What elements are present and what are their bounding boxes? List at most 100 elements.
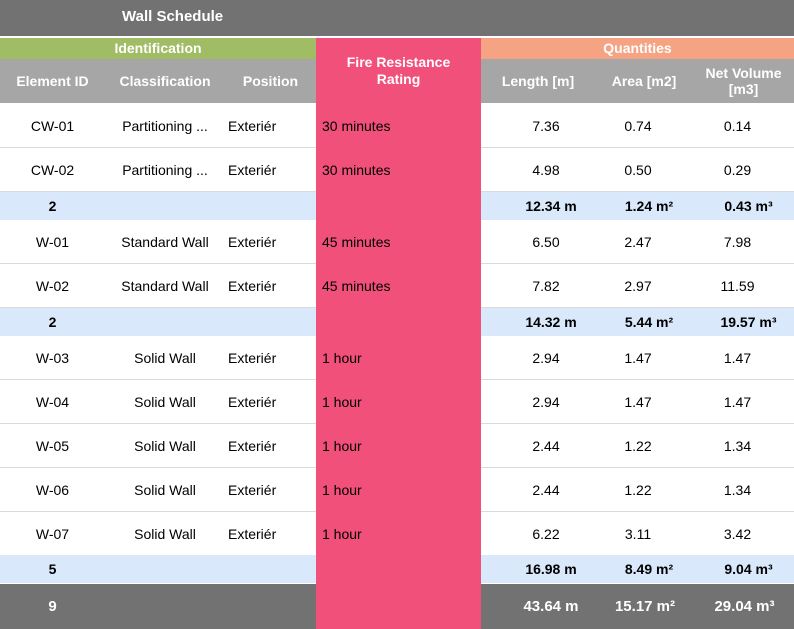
volume-cell: 3.42 (723, 525, 752, 542)
area-total-cell: 1.24 m² (624, 198, 674, 214)
area-total-cell: 8.49 m² (624, 561, 674, 577)
fire-cell-fill (316, 512, 481, 556)
element-id-cell: W-05 (35, 437, 70, 454)
fire-rating-cell: 1 hour (322, 525, 362, 542)
volume-cell: 11.59 (720, 277, 755, 294)
volume-cell: 7.98 (723, 233, 752, 250)
area-cell: 1.22 (624, 481, 652, 498)
position-cell: Exteriér (228, 277, 277, 294)
area-total-cell: 5.44 m² (624, 314, 674, 330)
position-cell: Exteriér (228, 349, 277, 366)
table-row[interactable]: W-07 Solid Wall Exteriér 1 hour 6.22 3.1… (0, 512, 794, 556)
position-cell: Exteriér (228, 481, 277, 498)
length-cell: 2.94 (532, 393, 560, 410)
volume-total-cell: 0.43 m³ (724, 198, 773, 214)
fire-rating-cell: 30 minutes (322, 161, 391, 178)
classification-cell: Standard Wall (121, 233, 209, 250)
fire-cell-fill (316, 220, 481, 264)
group-header-quantities[interactable]: Quantities (481, 38, 794, 59)
position-cell: Exteriér (228, 437, 277, 454)
classification-cell: Solid Wall (134, 393, 196, 410)
column-header-element-id[interactable]: Element ID (16, 73, 89, 89)
volume-grand-total-cell: 29.04 m³ (714, 598, 775, 615)
grand-total-row[interactable]: 9 43.64 m 15.17 m² 29.04 m³ (0, 584, 794, 629)
column-header-classification[interactable]: Classification (119, 73, 211, 89)
element-id-cell: W-01 (35, 233, 70, 250)
table-row[interactable]: CW-01 Partitioning ... Exteriér 30 minut… (0, 104, 794, 148)
subtotal-row[interactable]: 2 12.34 m 1.24 m² 0.43 m³ (0, 192, 794, 220)
area-cell: 2.97 (624, 277, 652, 294)
fire-cell-fill (316, 584, 481, 629)
volume-cell: 1.34 (723, 481, 752, 498)
volume-total-cell: 9.04 m³ (724, 561, 773, 577)
position-cell: Exteriér (228, 525, 277, 542)
fire-cell-fill (316, 380, 481, 424)
fire-header-label: Fire Resistance Rating (346, 53, 451, 87)
group-count-cell: 2 (48, 314, 57, 330)
area-grand-total-cell: 15.17 m² (614, 598, 676, 615)
length-cell: 2.44 (532, 437, 560, 454)
table-row[interactable]: W-03 Solid Wall Exteriér 1 hour 2.94 1.4… (0, 336, 794, 380)
header-row-quantities: Length [m] Area [m2] Net Volume [m3] (481, 59, 794, 103)
subtotal-row[interactable]: 5 16.98 m 8.49 m² 9.04 m³ (0, 555, 794, 583)
fire-cell-fill (316, 308, 481, 336)
volume-cell: 1.34 (723, 437, 752, 454)
area-cell: 1.22 (624, 437, 652, 454)
total-count-cell: 9 (48, 598, 57, 615)
column-header-area[interactable]: Area [m2] (611, 73, 677, 89)
fire-rating-cell: 1 hour (322, 437, 362, 454)
length-total-cell: 14.32 m (525, 314, 577, 330)
column-header-position[interactable]: Position (242, 73, 299, 89)
length-cell: 2.94 (532, 349, 560, 366)
area-cell: 1.47 (624, 349, 652, 366)
length-cell: 4.98 (532, 161, 560, 178)
fire-rating-cell: 45 minutes (322, 277, 391, 294)
area-cell: 3.11 (624, 525, 652, 542)
group-count-cell: 5 (48, 561, 57, 577)
table-row[interactable]: W-01 Standard Wall Exteriér 45 minutes 6… (0, 220, 794, 264)
length-cell: 6.50 (532, 233, 560, 250)
fire-rating-cell: 30 minutes (322, 117, 391, 134)
fire-rating-cell: 45 minutes (322, 233, 391, 250)
element-id-cell: CW-01 (30, 117, 75, 134)
volume-cell: 0.14 (723, 117, 752, 134)
area-cell: 0.74 (624, 117, 652, 134)
fire-cell-fill (316, 468, 481, 512)
area-cell: 0.50 (624, 161, 652, 178)
column-header-fire-resistance[interactable]: Fire Resistance Rating (316, 38, 481, 103)
subtotal-row[interactable]: 2 14.32 m 5.44 m² 19.57 m³ (0, 308, 794, 336)
area-cell: 1.47 (624, 393, 652, 410)
element-id-cell: CW-02 (30, 161, 75, 178)
column-header-length[interactable]: Length [m] (501, 73, 575, 89)
volume-cell: 1.47 (723, 349, 752, 366)
fire-cell-fill (316, 264, 481, 308)
table-row[interactable]: W-05 Solid Wall Exteriér 1 hour 2.44 1.2… (0, 424, 794, 468)
position-cell: Exteriér (228, 393, 277, 410)
header-row-identification: Element ID Classification Position (0, 59, 316, 103)
table-row[interactable]: W-04 Solid Wall Exteriér 1 hour 2.94 1.4… (0, 380, 794, 424)
classification-cell: Solid Wall (134, 437, 196, 454)
classification-cell: Solid Wall (134, 525, 196, 542)
length-total-cell: 16.98 m (525, 561, 577, 577)
fire-cell-fill (316, 424, 481, 468)
table-row[interactable]: CW-02 Partitioning ... Exteriér 30 minut… (0, 148, 794, 192)
area-cell: 2.47 (624, 233, 652, 250)
fire-cell-fill (316, 192, 481, 220)
classification-cell: Solid Wall (134, 481, 196, 498)
table-row[interactable]: W-06 Solid Wall Exteriér 1 hour 2.44 1.2… (0, 468, 794, 512)
volume-cell: 0.29 (723, 161, 752, 178)
column-header-net-volume[interactable]: Net Volume [m3] (705, 65, 782, 97)
classification-cell: Solid Wall (134, 349, 196, 366)
fire-rating-cell: 1 hour (322, 393, 362, 410)
group-header-identification[interactable]: Identification (0, 38, 316, 59)
fire-cell-fill (316, 104, 481, 148)
length-cell: 7.82 (532, 277, 560, 294)
element-id-cell: W-07 (35, 525, 70, 542)
fire-cell-fill (316, 148, 481, 192)
length-cell: 2.44 (532, 481, 560, 498)
volume-cell: 1.47 (723, 393, 752, 410)
table-row[interactable]: W-02 Standard Wall Exteriér 45 minutes 7… (0, 264, 794, 308)
schedule-title: Wall Schedule (122, 8, 224, 25)
group-count-cell: 2 (48, 198, 57, 214)
position-cell: Exteriér (228, 233, 277, 250)
